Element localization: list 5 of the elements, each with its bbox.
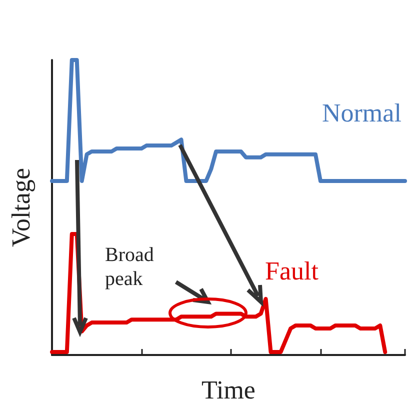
x-axis-title: Time (202, 376, 256, 404)
series-label: Normal (322, 98, 402, 128)
series-label: Fault (265, 256, 320, 286)
y-axis-title: Voltage (6, 168, 36, 247)
annotation: Broad peak (105, 244, 154, 290)
